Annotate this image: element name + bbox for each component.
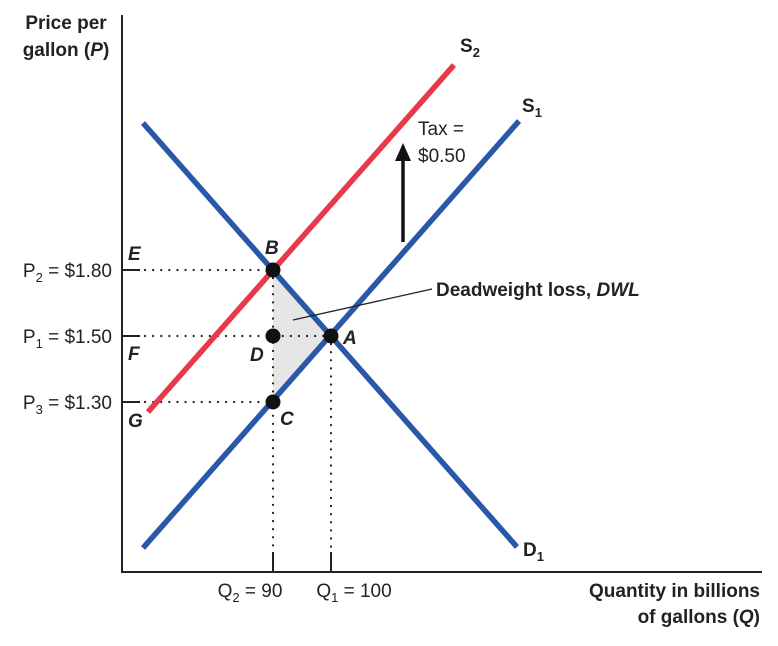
label-point-a: A [342,328,357,349]
label-point-b: B [265,238,279,259]
label-point-e: E [128,244,142,265]
point-a-marker [323,328,339,344]
y-axis-title-line1: Price per [25,13,107,34]
label-point-f: F [128,344,141,365]
y-tick-label-p1: P1 = $1.50 [23,327,112,351]
label-s2: S2 [460,36,480,60]
dwl-label: Deadweight loss, DWL [436,280,640,301]
dwl-leader-line [292,288,433,321]
point-d-marker [265,328,281,344]
point-b-marker [265,262,281,278]
y-tick-label-p3: P3 = $1.30 [23,393,112,417]
x-tick-label-q2: Q2 = 90 [218,581,283,605]
deadweight-loss-area [273,270,331,402]
label-d1: D1 [523,540,544,564]
y-axis-title-line2: gallon (P) [23,40,110,61]
label-s1: S1 [522,96,542,120]
x-axis-title-line2: of gallons (Q) [638,607,760,628]
x-axis-title-line1: Quantity in billions [589,581,760,602]
label-point-g: G [128,411,143,432]
x-tick-label-q1: Q1 = 100 [316,581,391,605]
label-point-c: C [280,409,294,430]
label-point-d: D [250,345,264,366]
y-tick-label-p2: P2 = $1.80 [23,261,112,285]
tax-arrow [395,143,411,242]
tax-label-line1: Tax = [418,119,464,140]
supply-curve-s2 [145,63,457,414]
point-c-marker [265,394,281,410]
guide-lines [143,268,333,550]
tax-label-line2: $0.50 [418,146,466,167]
